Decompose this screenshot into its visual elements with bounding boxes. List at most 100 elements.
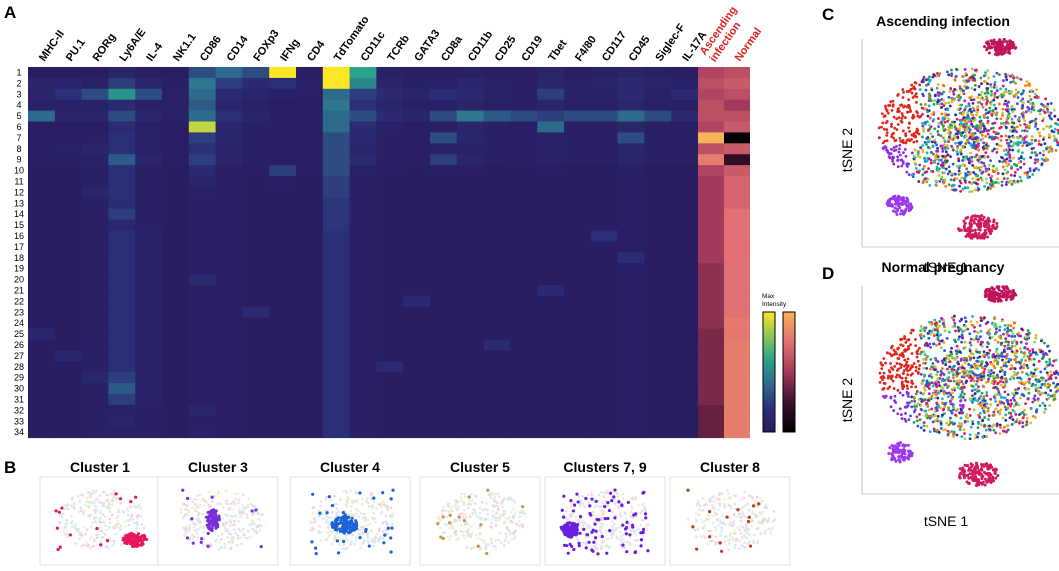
tsne-point bbox=[913, 161, 917, 165]
heatmap-cell bbox=[376, 317, 404, 330]
background-point bbox=[741, 525, 745, 529]
tsne-point bbox=[975, 110, 979, 114]
tsne-point bbox=[946, 119, 949, 123]
tsne-point bbox=[920, 106, 924, 110]
tsne-point bbox=[937, 169, 941, 173]
background-point bbox=[247, 497, 250, 501]
background-point bbox=[474, 513, 478, 517]
highlight-point bbox=[736, 508, 740, 512]
background-point bbox=[734, 494, 738, 498]
background-point bbox=[351, 533, 355, 537]
tsne-point bbox=[953, 125, 957, 129]
background-point bbox=[376, 532, 379, 535]
tsne-point bbox=[996, 132, 1000, 135]
background-point bbox=[641, 519, 645, 522]
tsne-point bbox=[901, 129, 905, 133]
heatmap-cell bbox=[537, 361, 565, 373]
row-label: 4 bbox=[16, 100, 21, 110]
heatmap-cell bbox=[590, 186, 619, 199]
heatmap-cell bbox=[108, 219, 136, 231]
heatmap-cell bbox=[537, 241, 565, 253]
background-point bbox=[733, 543, 737, 547]
heatmap-cell bbox=[54, 274, 83, 286]
heatmap-cell bbox=[644, 241, 672, 253]
background-point bbox=[710, 495, 714, 499]
heatmap-cell bbox=[108, 394, 136, 406]
tsne-point bbox=[882, 127, 886, 131]
tsne-point bbox=[921, 173, 925, 177]
tsne-point bbox=[908, 130, 911, 133]
tsne-point bbox=[905, 196, 909, 200]
background-point bbox=[125, 507, 129, 510]
tsne-point bbox=[967, 120, 971, 123]
heatmap-cell bbox=[322, 263, 351, 275]
tsne-point bbox=[1003, 148, 1006, 152]
background-point bbox=[565, 509, 568, 513]
background-point bbox=[610, 525, 614, 528]
heatmap-cell-ascending bbox=[698, 154, 724, 166]
tsne-point bbox=[1010, 117, 1014, 121]
tsne-point bbox=[1037, 168, 1041, 172]
background-point bbox=[706, 514, 710, 517]
tsne-point bbox=[975, 124, 979, 127]
tsne-point bbox=[961, 111, 965, 115]
heatmap-cell bbox=[376, 361, 404, 373]
heatmap-cell bbox=[510, 88, 538, 101]
tsne-point bbox=[1027, 100, 1030, 104]
heatmap-cell bbox=[671, 426, 699, 439]
heatmap-cell bbox=[215, 328, 243, 340]
background-point bbox=[330, 531, 334, 534]
heatmap-cell bbox=[188, 383, 217, 395]
background-point bbox=[236, 534, 240, 537]
tsne-point bbox=[923, 158, 927, 162]
tsne-point bbox=[912, 140, 916, 144]
tsne-point bbox=[986, 144, 990, 148]
heatmap-cell bbox=[483, 67, 511, 79]
background-point bbox=[743, 490, 747, 494]
tsne-point bbox=[910, 151, 914, 155]
background-point bbox=[185, 527, 189, 530]
background-point bbox=[123, 520, 127, 523]
heatmap-cell bbox=[483, 121, 511, 133]
heatmap-cell bbox=[376, 274, 404, 286]
background-point bbox=[385, 506, 389, 509]
tsne-point bbox=[986, 216, 990, 220]
tsne-point bbox=[919, 103, 923, 106]
tsne-point bbox=[932, 73, 936, 76]
heatmap-cell bbox=[537, 154, 565, 166]
tsne-point bbox=[988, 135, 992, 139]
highlight-point bbox=[590, 497, 594, 501]
background-point bbox=[116, 514, 120, 517]
tsne-point bbox=[992, 38, 996, 42]
background-point bbox=[772, 510, 776, 513]
heatmap-cell bbox=[430, 295, 458, 308]
heatmap-cell bbox=[135, 230, 163, 242]
tsne-point bbox=[995, 181, 998, 184]
heatmap-cell bbox=[376, 263, 404, 275]
background-point bbox=[229, 546, 233, 550]
background-point bbox=[69, 514, 73, 518]
tsne-point bbox=[1040, 157, 1044, 161]
heatmap-cell bbox=[430, 426, 458, 439]
background-point bbox=[720, 526, 724, 529]
heatmap-cell-ascending bbox=[698, 317, 724, 330]
heatmap-cell bbox=[510, 295, 538, 308]
background-point bbox=[85, 496, 88, 500]
background-point bbox=[208, 490, 211, 494]
tsne-point bbox=[959, 122, 963, 126]
background-point bbox=[610, 520, 614, 523]
background-point bbox=[72, 502, 76, 505]
background-point bbox=[309, 520, 312, 524]
tsne-point bbox=[1005, 157, 1009, 161]
highlight-point bbox=[389, 497, 393, 501]
background-point bbox=[64, 525, 67, 529]
heatmap-cell bbox=[510, 350, 538, 362]
heatmap-cell bbox=[671, 404, 699, 417]
tsne-point bbox=[906, 138, 910, 141]
tsne-point bbox=[1022, 111, 1026, 115]
tsne-point bbox=[1030, 107, 1034, 111]
cluster-map-frame bbox=[419, 476, 541, 566]
tsne-point bbox=[906, 205, 910, 209]
background-point bbox=[489, 537, 493, 541]
heatmap-cell bbox=[349, 306, 377, 319]
